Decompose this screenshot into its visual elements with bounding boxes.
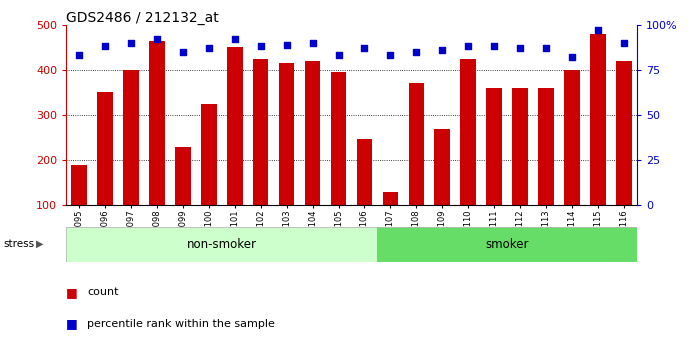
Bar xyxy=(97,92,113,205)
Point xyxy=(567,55,578,60)
Point xyxy=(385,53,396,58)
Text: GDS2486 / 212132_at: GDS2486 / 212132_at xyxy=(66,11,219,25)
Text: ▶: ▶ xyxy=(36,239,44,249)
Text: count: count xyxy=(87,287,118,297)
Bar xyxy=(201,104,216,205)
Bar xyxy=(487,88,502,205)
Bar xyxy=(253,59,269,205)
Text: smoker: smoker xyxy=(485,238,529,251)
Point xyxy=(177,49,189,55)
Point xyxy=(436,47,448,53)
Bar xyxy=(461,59,476,205)
Bar xyxy=(512,88,528,205)
Bar xyxy=(564,70,580,205)
Bar xyxy=(409,84,424,205)
Bar xyxy=(590,34,606,205)
Point xyxy=(125,40,136,46)
Bar xyxy=(279,63,294,205)
Bar xyxy=(227,47,242,205)
Point xyxy=(359,45,370,51)
Point xyxy=(229,36,240,42)
Point xyxy=(541,45,552,51)
Point xyxy=(151,36,162,42)
Point xyxy=(592,27,603,33)
Text: non-smoker: non-smoker xyxy=(187,238,257,251)
Point xyxy=(255,44,267,49)
Text: percentile rank within the sample: percentile rank within the sample xyxy=(87,319,275,329)
Bar xyxy=(538,88,554,205)
Point xyxy=(514,45,525,51)
Text: stress: stress xyxy=(3,239,35,249)
Point xyxy=(307,40,318,46)
Bar xyxy=(123,70,139,205)
Bar xyxy=(356,138,372,205)
Bar xyxy=(305,61,320,205)
Bar xyxy=(434,130,450,205)
Point xyxy=(203,45,214,51)
Point xyxy=(463,44,474,49)
Point xyxy=(411,49,422,55)
Point xyxy=(100,44,111,49)
Point xyxy=(333,53,344,58)
Point xyxy=(489,44,500,49)
Bar xyxy=(331,72,347,205)
Bar xyxy=(175,147,191,205)
Text: ■: ■ xyxy=(66,286,78,298)
Bar xyxy=(71,165,87,205)
Bar xyxy=(616,61,632,205)
Point xyxy=(74,53,85,58)
Text: ■: ■ xyxy=(66,318,78,330)
Bar xyxy=(149,41,165,205)
Bar xyxy=(383,192,398,205)
Point xyxy=(618,40,629,46)
Point xyxy=(281,42,292,47)
Bar xyxy=(66,227,377,262)
Bar xyxy=(377,227,637,262)
